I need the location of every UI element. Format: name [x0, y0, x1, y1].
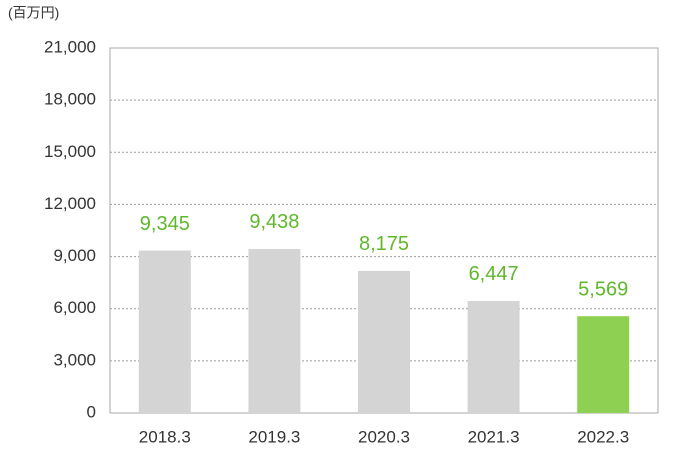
value-label: 9,345: [140, 213, 190, 235]
value-label: 9,438: [249, 211, 299, 233]
unit-label: (百万円): [8, 5, 59, 21]
value-label: 6,447: [469, 263, 519, 285]
y-tick-label: 15,000: [44, 142, 96, 161]
bar: [577, 316, 630, 413]
x-tick-label: 2021.3: [468, 427, 520, 446]
value-label: 5,569: [578, 278, 628, 300]
y-tick-label: 3,000: [53, 350, 96, 369]
y-tick-label: 21,000: [44, 37, 96, 56]
bar: [358, 270, 410, 413]
y-tick-label: 12,000: [44, 194, 96, 213]
y-tick-label: 9,000: [53, 246, 96, 265]
bar: [138, 250, 191, 413]
x-tick-label: 2019.3: [248, 427, 300, 446]
x-tick-label: 2020.3: [358, 427, 410, 446]
value-label: 8,175: [359, 233, 409, 255]
x-tick-label: 2022.3: [577, 427, 629, 446]
x-tick-label: 2018.3: [139, 427, 191, 446]
y-tick-label: 0: [87, 402, 96, 421]
y-tick-label: 18,000: [44, 90, 96, 109]
bar: [248, 248, 301, 413]
y-tick-label: 6,000: [53, 298, 96, 317]
bar: [467, 300, 520, 413]
